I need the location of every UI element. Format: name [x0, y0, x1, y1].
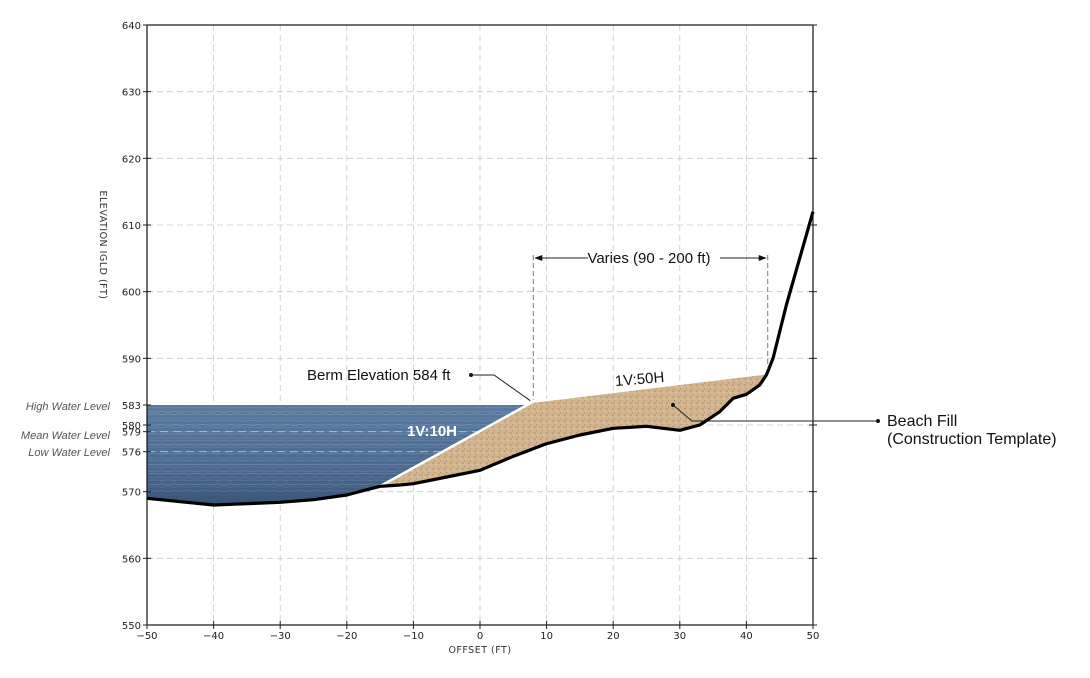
water-ripple: [147, 417, 568, 419]
x-tick-label: −30: [270, 631, 291, 642]
x-tick-label: 40: [740, 631, 753, 642]
berm-leader-line: [471, 374, 531, 402]
water-ripple: [147, 413, 568, 416]
y-tick-label: 550: [122, 621, 141, 632]
gridlines: [147, 25, 813, 625]
water-level-tick-label: 576: [122, 448, 141, 459]
water-level-tick-label: 583: [122, 401, 141, 412]
existing-ground-profile: [146, 211, 815, 507]
water-ripple: [147, 476, 568, 479]
beach-fill-leader-end: [876, 419, 880, 423]
water-ripple: [147, 486, 568, 488]
axis-ticks: 550 560 570 580 590 600 610 620 630 640 −50 −40 −30 −…: [122, 21, 819, 642]
beach-fill-template-edge: [369, 371, 768, 493]
x-tick-label: −10: [403, 631, 424, 642]
water-ripple: [147, 410, 568, 413]
water-body: [147, 405, 568, 505]
beach-fill-leader-line: [672, 404, 878, 422]
beach-fill-label: Beach Fill: [887, 413, 957, 430]
x-tick-label: 0: [477, 631, 483, 642]
water-level-tick-label: 579: [122, 428, 141, 439]
y-tick-label: 590: [122, 354, 141, 365]
x-tick-label: 20: [607, 631, 620, 642]
water-ripple: [147, 483, 568, 485]
y-tick-label: 560: [122, 554, 141, 565]
x-tick-label: 10: [540, 631, 553, 642]
y-tick-label: 610: [122, 221, 141, 232]
water-ripple: [147, 479, 568, 482]
x-tick-label: 30: [673, 631, 686, 642]
existing-ground-line: [146, 211, 815, 507]
low-water-level-label: Low Water Level: [28, 447, 110, 459]
mean-water-level-label: Mean Water Level: [21, 430, 111, 442]
beach-fill-polygon: [370, 373, 768, 492]
y-tick-label: 640: [122, 21, 141, 32]
slope-lower-label: 1V:10H: [407, 423, 457, 440]
x-tick-label: −20: [336, 631, 357, 642]
y-tick-label: 630: [122, 88, 141, 99]
high-water-level-label: High Water Level: [26, 401, 111, 413]
berm-elevation-label: Berm Elevation 584 ft: [307, 367, 451, 384]
dimension-arrow-right: [758, 255, 767, 261]
y-tick-label: 620: [122, 154, 141, 165]
x-tick-label: −50: [136, 631, 157, 642]
water-fill: [147, 405, 528, 505]
water-ripple: [147, 473, 568, 475]
x-axis-title: OFFSET (FT): [448, 645, 511, 656]
dimension-arrow-left: [534, 255, 543, 261]
varies-label: Varies (90 - 200 ft): [587, 250, 710, 267]
y-tick-label: 570: [122, 488, 141, 499]
x-tick-label: −40: [203, 631, 224, 642]
water-ripple: [147, 407, 568, 409]
water-ripple: [147, 490, 568, 492]
beach-fill-sublabel: (Construction Template): [887, 431, 1057, 448]
slope-upper-label: 1V:50H: [614, 369, 665, 390]
y-tick-label: 580: [122, 421, 141, 432]
x-tick-label: 50: [807, 631, 820, 642]
annotations: [469, 255, 880, 423]
y-axis-title: ELEVATION IGLD (FT): [97, 191, 108, 300]
y-tick-label: 600: [122, 288, 141, 299]
water-ripple: [147, 466, 568, 468]
beach-fill-area: [369, 371, 768, 493]
water-ripple: [147, 470, 568, 472]
